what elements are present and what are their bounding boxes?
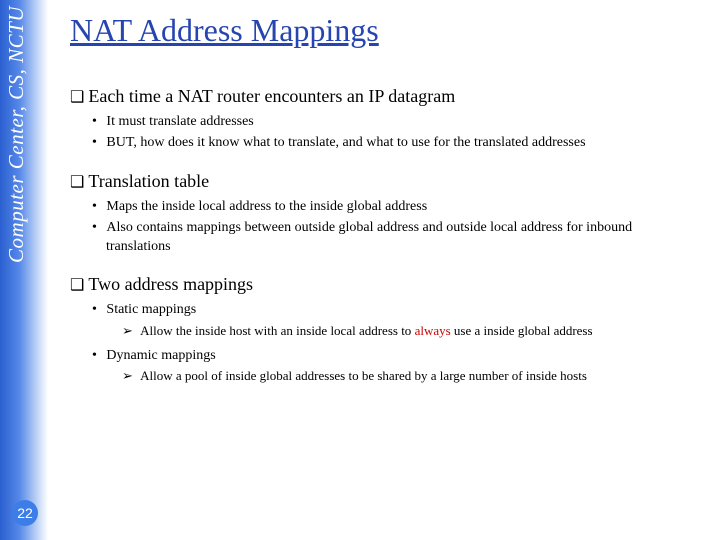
list-item: It must translate addresses xyxy=(106,113,700,132)
text-post: use a inside global address xyxy=(451,323,593,338)
list-item: Also contains mappings between outside g… xyxy=(106,219,700,257)
list-item: Dynamic mappings xyxy=(106,347,700,366)
list-item: Maps the inside local address to the ins… xyxy=(106,198,700,217)
text-pre: Allow the inside host with an inside loc… xyxy=(140,323,414,338)
slide-content: Each time a NAT router encounters an IP … xyxy=(70,86,700,392)
slide-title: NAT Address Mappings xyxy=(70,12,379,49)
accent-text: always xyxy=(415,323,451,338)
section-heading-1: Each time a NAT router encounters an IP … xyxy=(70,86,700,107)
list-item: BUT, how does it know what to translate,… xyxy=(106,134,700,153)
list-item: Static mappings xyxy=(106,301,700,320)
bullet-list-3b: Dynamic mappings xyxy=(106,347,700,366)
bullet-list-1: It must translate addresses BUT, how doe… xyxy=(106,113,700,153)
sidebar-gradient: Computer Center, CS, NCTU xyxy=(0,0,48,540)
list-item: Allow a pool of inside global addresses … xyxy=(140,367,700,385)
sidebar-label: Computer Center, CS, NCTU xyxy=(4,6,29,263)
bullet-list-3: Static mappings xyxy=(106,301,700,320)
section-heading-2: Translation table xyxy=(70,171,700,192)
sub-bullet-list-3b: Allow a pool of inside global addresses … xyxy=(140,367,700,385)
section-heading-3: Two address mappings xyxy=(70,274,700,295)
sub-bullet-list-3a: Allow the inside host with an inside loc… xyxy=(140,322,700,340)
page-number-badge: 22 xyxy=(12,500,38,526)
bullet-list-2: Maps the inside local address to the ins… xyxy=(106,198,700,257)
list-item: Allow the inside host with an inside loc… xyxy=(140,322,700,340)
